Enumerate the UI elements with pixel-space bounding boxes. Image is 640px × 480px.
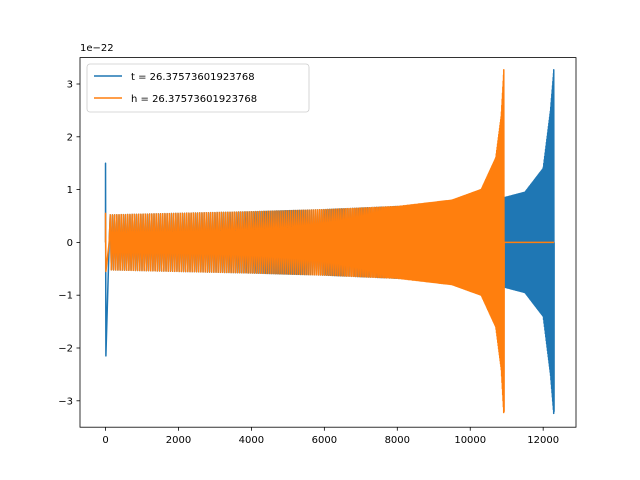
series-line-2 [104,68,555,414]
y-tick-label: 3 [67,80,73,91]
legend: t = 26.37573601923768 h = 26.375736019237… [86,63,310,113]
x-tick-label: 2000 [166,435,191,446]
y-tick-label: −2 [58,344,73,355]
y-tick-label: −3 [58,396,73,407]
legend-box [86,63,310,113]
x-tick-label: 10000 [454,435,486,446]
x-tick-label: 0 [102,435,108,446]
x-tick-label: 6000 [312,435,337,446]
x-tick-label: 8000 [385,435,410,446]
y-offset-label: 1e−22 [80,43,114,54]
legend-label-1: t = 26.37573601923768 [131,72,255,83]
series-layer [104,68,555,415]
y-tick-label: 1 [67,185,73,196]
y-tick-label: −1 [58,291,73,302]
x-tick-label: 12000 [527,435,559,446]
y-axis: −3 −2 −1 0 1 2 3 [58,80,80,407]
legend-label-2: h = 26.37573601923768 [131,94,257,105]
y-tick-label: 2 [67,132,73,143]
x-axis: 0 2000 4000 6000 8000 10000 12000 [102,427,559,446]
y-tick-label: 0 [67,238,73,249]
x-tick-label: 4000 [239,435,264,446]
